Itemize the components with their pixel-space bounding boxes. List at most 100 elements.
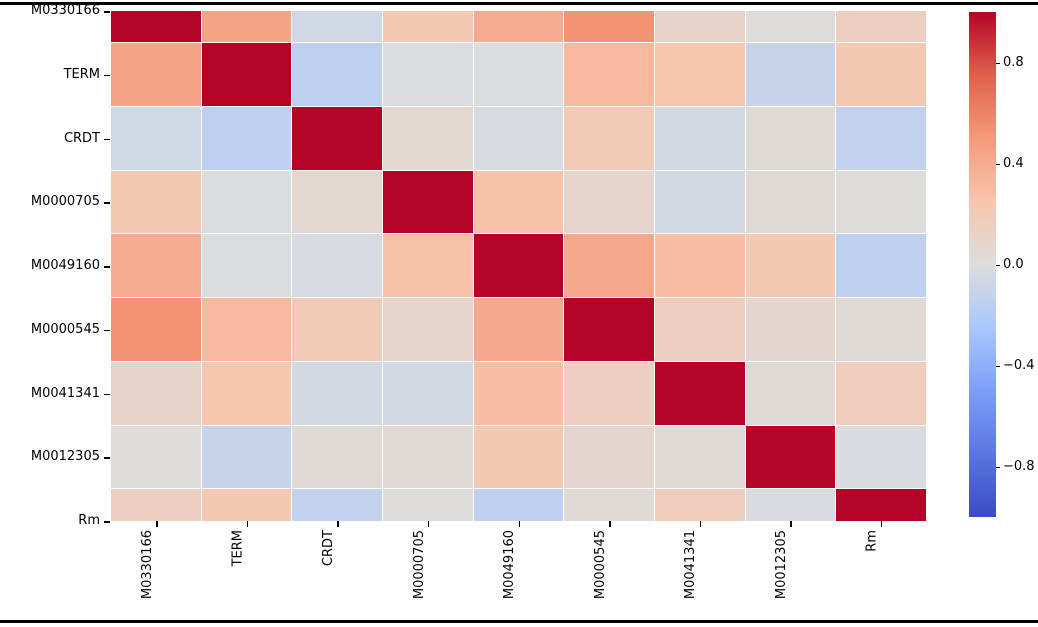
heatmap-cell xyxy=(564,170,654,234)
colorbar-tick-label: −0.4 xyxy=(1003,357,1035,373)
heatmap-cell xyxy=(382,11,473,43)
heatmap-cell xyxy=(564,298,654,361)
heatmap-cell xyxy=(111,234,201,298)
top-divider-rule xyxy=(0,2,1038,5)
y-tick-mark xyxy=(104,266,110,268)
heatmap-cell xyxy=(745,107,836,170)
x-tick-label-text: TERM xyxy=(230,530,246,567)
heatmap-cell xyxy=(745,489,836,521)
heatmap-cell xyxy=(473,11,564,43)
heatmap-cell xyxy=(111,425,201,489)
heatmap-cell xyxy=(654,298,745,361)
heatmap-cell xyxy=(836,361,926,425)
heatmap-cell xyxy=(292,43,382,107)
heatmap-cell xyxy=(292,107,382,170)
heatmap-cell xyxy=(564,489,654,521)
y-tick-label: M0000705 xyxy=(30,194,100,210)
heatmap-cell xyxy=(564,425,654,489)
heatmap-cell xyxy=(201,425,292,489)
heatmap-cell xyxy=(111,298,201,361)
bottom-divider-rule xyxy=(0,620,1038,623)
heatmap-cell xyxy=(473,425,564,489)
heatmap-cell xyxy=(745,170,836,234)
y-tick-mark xyxy=(104,11,110,13)
x-tick-label-text: CRDT xyxy=(321,530,337,567)
heatmap-cell xyxy=(745,234,836,298)
heatmap-cell xyxy=(201,489,292,521)
heatmap-cell xyxy=(654,107,745,170)
heatmap-cell xyxy=(836,170,926,234)
heatmap-cell xyxy=(111,43,201,107)
x-tick-label-text: M0049160 xyxy=(502,530,518,600)
y-tick-mark xyxy=(104,521,110,523)
heatmap-cell xyxy=(654,170,745,234)
heatmap-cell xyxy=(201,170,292,234)
y-tick-label: M0049160 xyxy=(30,258,100,273)
heatmap-cell xyxy=(292,170,382,234)
y-tick-mark xyxy=(104,74,110,77)
x-tick-mark xyxy=(518,521,520,527)
heatmap-cell xyxy=(201,234,292,298)
heatmap-cell xyxy=(382,43,473,107)
heatmap-cell xyxy=(201,43,292,107)
heatmap-cell xyxy=(745,425,836,489)
heatmap-cell xyxy=(654,43,745,107)
y-tick-label: M0330166 xyxy=(30,3,100,18)
x-tick-mark xyxy=(699,521,702,527)
colorbar-tick-label: 0.4 xyxy=(1003,155,1024,171)
heatmap-cell xyxy=(201,107,292,170)
x-tick-mark xyxy=(246,521,249,527)
heatmap-cell xyxy=(473,489,564,521)
colorbar-tick-label: 0.8 xyxy=(1003,54,1024,70)
heatmap-cell xyxy=(564,361,654,425)
heatmap-cell xyxy=(292,425,382,489)
y-tick-mark xyxy=(104,329,110,332)
heatmap-grid xyxy=(111,11,926,521)
y-tick-label: CRDT xyxy=(63,130,100,146)
y-tick-mark xyxy=(104,393,110,395)
y-tick-label: Rm xyxy=(78,513,100,528)
x-tick-mark xyxy=(337,521,339,527)
heatmap-cell xyxy=(111,170,201,234)
heatmap-cell xyxy=(745,11,836,43)
heatmap-cell xyxy=(836,489,926,521)
heatmap-cell xyxy=(111,107,201,170)
x-tick-label-text: M0000545 xyxy=(593,530,609,600)
colorbar-tick-label: 0.0 xyxy=(1003,256,1024,272)
colorbar-tick-mark xyxy=(996,466,1000,468)
colorbar-tick-mark xyxy=(996,365,1000,367)
y-tick-label: M0000545 xyxy=(30,321,100,337)
x-tick-label-text: M0041341 xyxy=(683,530,699,600)
heatmap-cell xyxy=(473,107,564,170)
colorbar-tick-mark xyxy=(996,62,1000,64)
heatmap-cell xyxy=(382,298,473,361)
heatmap-cell xyxy=(382,170,473,234)
heatmap-cell xyxy=(836,298,926,361)
heatmap-cell xyxy=(654,11,745,43)
y-tick-mark xyxy=(104,457,110,459)
heatmap-cell xyxy=(836,43,926,107)
x-tick-label-text: Rm xyxy=(864,530,880,552)
heatmap-cell xyxy=(836,11,926,43)
heatmap-cell xyxy=(836,107,926,170)
heatmap-cell xyxy=(654,361,745,425)
heatmap-cell xyxy=(201,298,292,361)
heatmap-cell xyxy=(382,489,473,521)
heatmap-cell xyxy=(111,361,201,425)
heatmap-cell xyxy=(382,361,473,425)
heatmap-cell xyxy=(473,234,564,298)
colorbar xyxy=(969,12,996,517)
y-tick-label: M0012305 xyxy=(30,449,100,465)
x-tick-label-text: M0000705 xyxy=(411,530,427,600)
y-tick-mark xyxy=(104,202,110,204)
heatmap-cell xyxy=(836,234,926,298)
heatmap-cell xyxy=(201,361,292,425)
heatmap-cell xyxy=(473,43,564,107)
heatmap-cell xyxy=(292,234,382,298)
heatmap-cell xyxy=(654,425,745,489)
heatmap-cell xyxy=(836,425,926,489)
colorbar-tick-label: −0.8 xyxy=(1003,458,1035,474)
heatmap-cell xyxy=(745,298,836,361)
x-tick-label-text: M0330166 xyxy=(140,530,156,600)
